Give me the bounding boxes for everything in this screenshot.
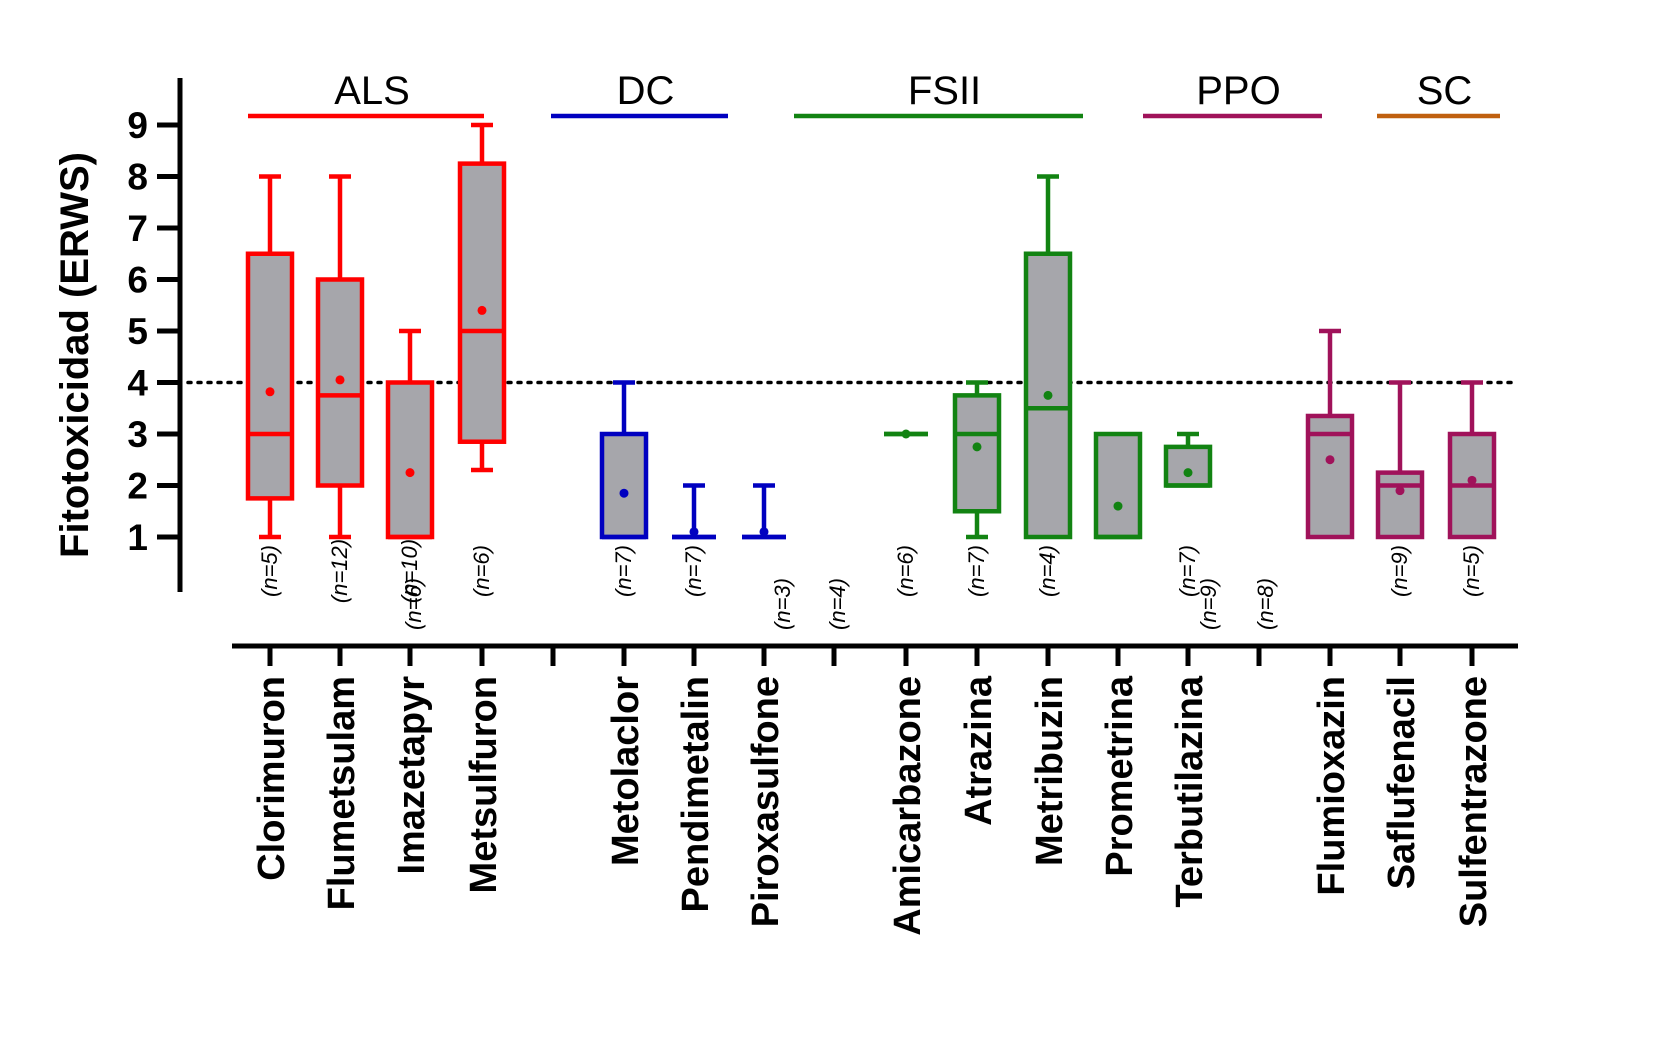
box-iqr [1375, 470, 1425, 540]
mean-point [1183, 468, 1193, 478]
n-label: (n=3) [770, 578, 795, 630]
box-plot-item [1447, 380, 1497, 540]
n-label: (n=8) [1253, 578, 1278, 630]
n-label: (n=5) [257, 545, 282, 597]
n-label: (n=7) [964, 545, 989, 597]
box-iqr [245, 251, 295, 501]
group-brackets: ALS DC FSII PPO SC [248, 69, 1500, 119]
box-plot-item [1305, 328, 1355, 540]
y-tick-label: 4 [127, 363, 148, 404]
category-label: Pendimetalin [675, 676, 717, 913]
n-label: (n=10) [397, 539, 422, 603]
mean-point [1325, 455, 1335, 465]
y-axis-label: Fitotoxicidad (ERWS) [53, 152, 97, 558]
y-tick-label: 7 [127, 208, 148, 249]
group-label: FSII [908, 69, 981, 113]
box-plot-item [1093, 431, 1143, 540]
n-label: (n=9) [1196, 578, 1221, 630]
box-plot-item [385, 328, 435, 540]
n-label: (n=12) [327, 539, 352, 603]
box-plot-item [315, 174, 365, 540]
box-iqr [385, 380, 435, 540]
box-plot-item [599, 380, 649, 540]
group-label: ALS [334, 69, 410, 113]
mean-point [619, 488, 629, 498]
mean-point [1395, 486, 1405, 496]
y-tick-label: 6 [127, 260, 148, 301]
category-labels: Clorimuron (n=5) Flumetsulam (n=12) Imazetap… [251, 539, 1495, 936]
mean-point [265, 387, 275, 397]
y-tick-label: 2 [127, 466, 148, 507]
box-plot-item [672, 483, 716, 540]
category-label: Atrazina [958, 675, 1000, 826]
n-label: (n=9) [1387, 545, 1412, 597]
n-label: (n=5) [1459, 545, 1484, 597]
box-iqr [952, 393, 1002, 514]
box-iqr [599, 431, 649, 540]
y-tick-label: 9 [127, 105, 148, 146]
y-tick-label: 8 [127, 157, 148, 198]
y-tick-label: 3 [127, 414, 148, 455]
mean-point [759, 527, 769, 537]
box-plot-item [884, 429, 928, 439]
category-label: Clorimuron [251, 676, 293, 881]
mean-point [477, 305, 487, 315]
mean-point [1043, 390, 1053, 400]
box-plot-item [952, 380, 1002, 540]
box-plot-item [1023, 174, 1073, 540]
mean-point [405, 468, 415, 478]
mean-point [972, 442, 982, 452]
box-plot-item [1375, 380, 1425, 540]
y-tick-label: 1 [127, 517, 148, 558]
n-label: (n=6) [893, 545, 918, 597]
category-label: Metolaclor [605, 676, 647, 866]
box-iqr [1093, 431, 1143, 540]
category-label: Flumetsulam [321, 676, 363, 910]
category-label: Metsulfuron [463, 676, 505, 893]
n-label: (n=4) [825, 578, 850, 630]
mean-point [335, 375, 345, 385]
category-label: Amicarbazone [887, 676, 929, 936]
category-label: Imazetapyr [391, 676, 433, 875]
mean-point [901, 429, 911, 439]
group-label: SC [1417, 69, 1473, 113]
box-plot-item [457, 122, 507, 473]
y-axis: 1 2 3 4 5 6 7 8 9 [127, 78, 183, 592]
n-label: (n=7) [1175, 545, 1200, 597]
box-plot-item [245, 174, 295, 540]
n-label: (n=6) [469, 545, 494, 597]
box-iqr [457, 161, 507, 444]
box-plot-item [1163, 431, 1213, 488]
n-label: (n=7) [681, 545, 706, 597]
n-label: (n=4) [1035, 545, 1060, 597]
mean-point [689, 527, 699, 537]
n-label: (n=6) [401, 578, 426, 630]
category-label: Metribuzin [1029, 676, 1071, 866]
boxes-layer [245, 122, 1497, 540]
category-label: Saflufenacil [1381, 676, 1423, 889]
box-iqr [1163, 444, 1213, 488]
x-axis [232, 643, 1518, 666]
category-label: Sulfentrazone [1453, 676, 1495, 927]
category-label: Terbutilazina [1169, 675, 1211, 907]
mean-point [1113, 501, 1123, 511]
y-tick-label: 5 [127, 311, 148, 352]
category-label: Flumioxazin [1311, 676, 1353, 896]
mean-point [1467, 475, 1477, 485]
n-label: (n=7) [611, 545, 636, 597]
box-plot-item [742, 483, 786, 540]
group-label: PPO [1196, 69, 1280, 113]
category-label: Prometrina [1099, 675, 1141, 876]
category-label: Piroxasulfone [745, 676, 787, 927]
group-label: DC [617, 69, 675, 113]
